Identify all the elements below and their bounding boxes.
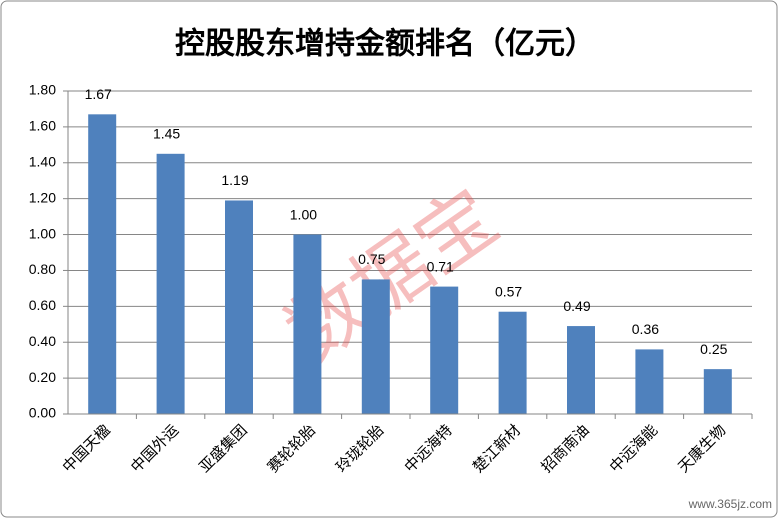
y-tick-label: 0.40 [29, 333, 56, 349]
y-tick-label: 0.80 [29, 261, 56, 277]
y-tick-label: 1.20 [29, 189, 56, 205]
y-tick-label: 1.80 [29, 82, 56, 98]
y-tick-label: 1.00 [29, 225, 56, 241]
bar [88, 114, 117, 415]
value-label: 1.19 [221, 172, 248, 188]
y-tick-label: 0.20 [29, 369, 56, 385]
y-tick-label: 1.40 [29, 153, 56, 169]
value-label: 0.49 [563, 298, 590, 314]
chart-title: 控股股东增持金额排名（亿元） [175, 27, 595, 62]
bar [498, 311, 527, 414]
bar [430, 286, 459, 414]
bar [567, 326, 595, 414]
bar [225, 200, 253, 414]
y-tick-label: 0.00 [29, 405, 56, 421]
value-label: 1.67 [85, 86, 112, 102]
value-label: 1.45 [153, 126, 180, 142]
bar [703, 369, 732, 414]
bar [635, 349, 664, 414]
value-label: 1.00 [290, 206, 317, 222]
value-label: 0.57 [495, 283, 522, 299]
value-label: 0.71 [427, 258, 454, 274]
y-tick-label: 0.60 [29, 297, 56, 313]
bar [361, 279, 390, 414]
value-label: 0.36 [632, 321, 659, 337]
bar [156, 153, 185, 415]
bar [293, 234, 322, 414]
value-label: 0.25 [700, 341, 727, 357]
y-tick-label: 1.60 [29, 118, 56, 134]
website: www.365jz.com [688, 497, 772, 511]
value-label: 0.75 [358, 251, 385, 267]
